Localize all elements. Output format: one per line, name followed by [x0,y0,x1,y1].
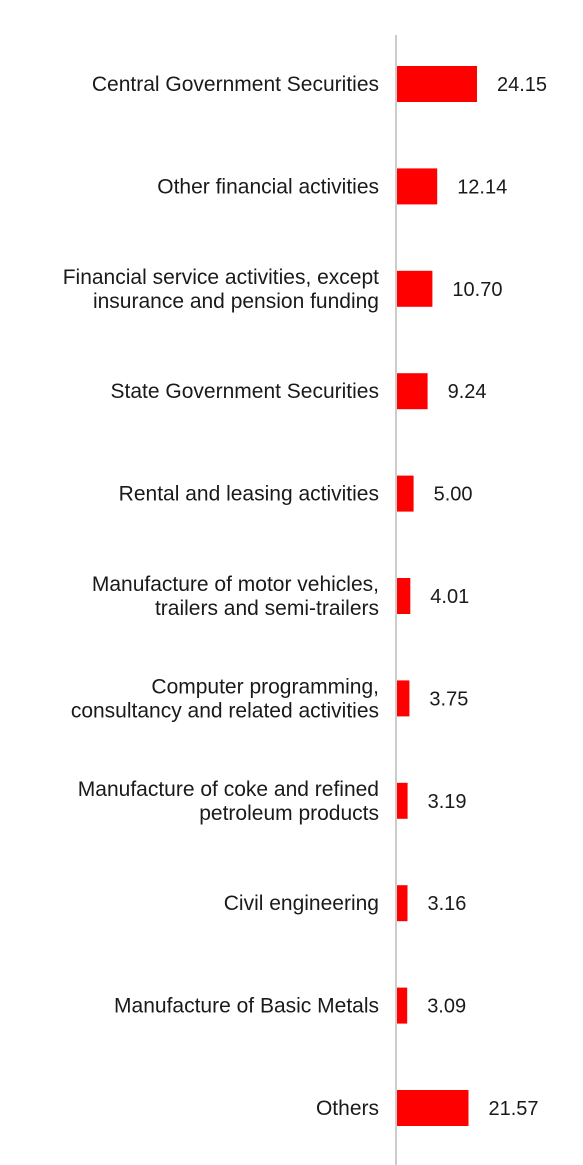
category-label: insurance and pension funding [93,290,379,313]
category-label: Civil engineering [224,892,379,915]
value-label: 3.09 [427,996,466,1018]
bar [397,680,410,717]
bar [397,168,438,205]
category-labels-layer: Central Government Securities Other finan… [63,73,379,1120]
category-label: Other financial activities [157,175,379,198]
value-label: 21.57 [489,1098,539,1120]
value-label: 9.24 [448,381,487,403]
value-label: 3.75 [429,688,468,710]
value-label: 24.15 [497,74,547,96]
category-label: Financial service activities, except [63,266,379,289]
category-label: petroleum products [199,802,379,825]
value-label: 5.00 [434,484,473,506]
category-label: consultancy and related activities [71,699,379,722]
bar [397,1090,469,1126]
value-label: 4.01 [430,586,469,608]
category-label: Manufacture of coke and refined [78,778,379,801]
value-label: 3.19 [428,791,467,813]
category-label: Computer programming, [151,675,379,698]
bar [397,373,428,410]
bar [397,782,408,819]
bar [397,578,411,614]
category-label: Rental and leasing activities [119,483,379,506]
category-label: Manufacture of motor vehicles, [92,573,379,596]
bar [397,270,433,307]
category-label: State Government Securities [111,380,379,403]
bar [397,475,414,512]
category-label: trailers and semi-trailers [155,597,379,620]
value-labels-layer: 24.15 12.14 10.70 9.24 5.00 4.01 3.75 3.19 3.16 3… [427,74,547,1120]
bars-layer [397,66,477,1126]
category-label: Others [316,1097,379,1120]
bar [397,885,408,922]
category-label: Manufacture of Basic Metals [114,995,379,1018]
bar [397,66,477,102]
category-label: Central Government Securities [92,73,379,96]
value-label: 10.70 [452,279,502,301]
bar [397,987,408,1024]
value-label: 12.14 [457,176,507,198]
value-label: 3.16 [428,893,467,915]
